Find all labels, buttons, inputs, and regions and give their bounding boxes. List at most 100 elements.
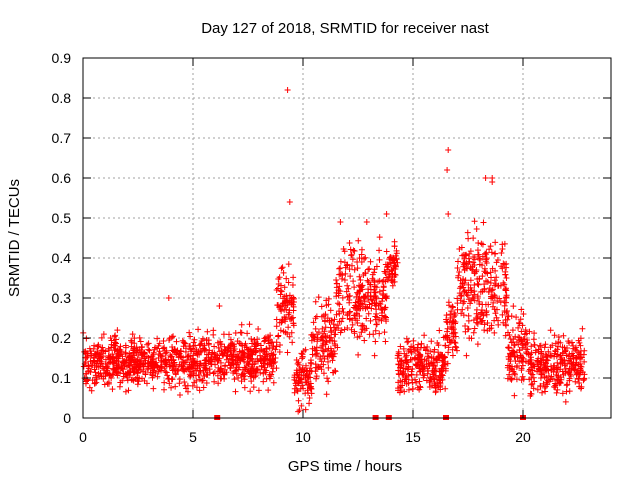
data-point	[328, 334, 335, 341]
data-point	[260, 378, 267, 385]
data-point	[136, 375, 143, 382]
data-point	[337, 265, 344, 272]
data-point	[248, 351, 255, 358]
data-point	[129, 365, 136, 372]
data-point	[337, 219, 344, 225]
data-point	[444, 319, 451, 326]
data-point	[454, 295, 461, 302]
data-point	[361, 293, 368, 300]
data-point	[99, 353, 106, 360]
data-point	[466, 258, 473, 265]
data-point	[581, 376, 588, 383]
data-point	[398, 362, 405, 369]
data-point	[376, 247, 383, 254]
data-point	[513, 338, 520, 345]
data-point	[129, 345, 136, 352]
data-point	[432, 373, 439, 380]
data-point	[147, 358, 154, 365]
data-point	[188, 368, 195, 375]
data-point	[378, 310, 385, 317]
data-point	[283, 275, 290, 282]
data-point	[415, 341, 422, 348]
data-point	[484, 270, 491, 277]
data-point	[302, 379, 309, 386]
data-point	[530, 336, 537, 343]
data-point	[378, 305, 385, 312]
data-point	[270, 379, 277, 386]
data-point	[485, 288, 492, 295]
data-point	[162, 361, 169, 368]
data-point	[489, 293, 496, 300]
data-point	[377, 301, 384, 308]
data-point	[231, 346, 238, 353]
data-point	[330, 321, 337, 328]
data-point	[382, 294, 389, 301]
data-point	[288, 329, 295, 336]
data-point	[559, 368, 566, 375]
data-point	[117, 343, 124, 350]
data-point	[541, 344, 548, 351]
data-point	[341, 259, 348, 266]
data-point	[502, 285, 509, 292]
data-point	[409, 386, 416, 393]
data-point	[363, 315, 370, 322]
data-point	[373, 295, 380, 302]
data-point	[117, 379, 124, 386]
data-point	[115, 352, 122, 359]
data-point	[461, 255, 468, 262]
data-point	[531, 341, 538, 348]
data-point	[128, 337, 135, 344]
data-point	[493, 274, 500, 281]
plot-frame	[82, 57, 612, 419]
data-point	[383, 248, 390, 255]
data-point	[348, 251, 355, 258]
data-point	[566, 377, 573, 384]
data-point	[466, 335, 473, 342]
data-point	[313, 373, 320, 380]
data-point	[277, 291, 284, 298]
data-point	[216, 368, 223, 375]
data-point	[338, 318, 345, 325]
data-point	[300, 368, 307, 375]
data-point	[97, 363, 104, 370]
data-point	[187, 373, 194, 380]
data-point	[255, 387, 262, 394]
data-point	[577, 369, 584, 376]
data-point	[211, 356, 218, 363]
data-point	[295, 397, 302, 404]
data-point	[341, 326, 348, 333]
data-point	[161, 386, 168, 393]
data-point	[384, 263, 391, 270]
data-point	[308, 385, 315, 392]
data-point	[307, 357, 314, 364]
data-point	[416, 383, 423, 390]
data-point	[431, 368, 438, 375]
data-point	[284, 349, 291, 356]
data-point	[252, 348, 259, 355]
data-point	[495, 321, 502, 328]
data-point	[218, 347, 225, 354]
data-point	[528, 390, 535, 397]
data-point	[554, 351, 561, 358]
data-point	[273, 339, 280, 346]
data-point	[563, 352, 570, 359]
data-point	[562, 347, 569, 354]
data-point	[481, 286, 488, 293]
data-point	[214, 372, 221, 379]
data-point	[559, 360, 566, 367]
data-point	[451, 313, 458, 320]
data-point	[522, 327, 529, 334]
data-point	[226, 331, 232, 338]
data-point	[476, 261, 483, 268]
data-point	[210, 370, 217, 377]
data-point	[198, 340, 205, 347]
data-point	[180, 367, 187, 374]
data-point	[444, 360, 451, 367]
data-point	[216, 303, 223, 309]
data-point	[559, 390, 566, 397]
data-point	[372, 327, 379, 334]
data-point	[281, 306, 288, 313]
data-point	[570, 352, 577, 359]
data-point	[444, 325, 451, 332]
data-point	[364, 277, 371, 284]
